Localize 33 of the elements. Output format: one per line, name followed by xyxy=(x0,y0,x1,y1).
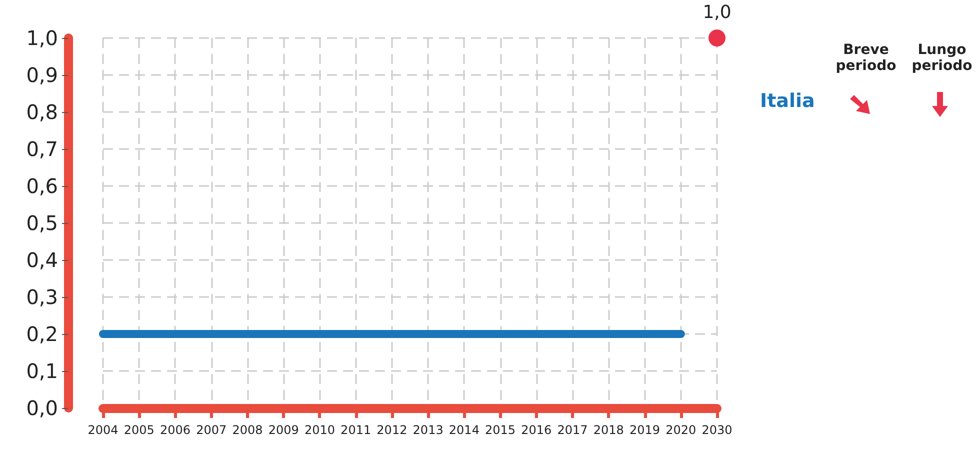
text: Lungo periodo xyxy=(910,42,974,74)
y-tick-label: 0,9 xyxy=(26,63,58,87)
data-label: 1,0 xyxy=(702,2,732,23)
x-tick-label: 2012 xyxy=(376,423,408,437)
y-tick-label: 0,0 xyxy=(26,396,58,420)
y-tick-label: 0,3 xyxy=(26,285,58,309)
y-tick-label: 0,1 xyxy=(26,359,58,383)
y-tick-label: 0,2 xyxy=(26,322,58,346)
x-tick-label: 2011 xyxy=(340,423,372,437)
x-tick-label: 2008 xyxy=(232,423,263,437)
text: Italia xyxy=(760,90,815,112)
x-tick-label: 2013 xyxy=(412,423,444,437)
x-tick-label: 2006 xyxy=(160,423,191,437)
x-tick-label: 2004 xyxy=(88,423,118,437)
x-tick-label: 2016 xyxy=(521,423,552,437)
x-tick-label: 2009 xyxy=(268,423,299,437)
y-tick-label: 0,8 xyxy=(26,100,58,124)
x-tick-label: 2018 xyxy=(593,423,624,437)
x-tick-label: 2005 xyxy=(124,423,154,437)
y-tick-label: 0,5 xyxy=(26,211,58,235)
y-tick-label: 0,4 xyxy=(26,248,58,272)
x-tick-label: 2017 xyxy=(557,423,588,437)
x-tick-label: 2010 xyxy=(304,423,335,437)
x-tick-label: 2030 xyxy=(702,423,732,437)
text: Breve periodo xyxy=(834,42,898,74)
y-tick-label: 0,7 xyxy=(26,137,58,161)
y-tick-label: 0,6 xyxy=(26,174,58,198)
x-tick-label: 2020 xyxy=(666,423,696,437)
x-tick-label: 2019 xyxy=(629,423,660,437)
y-tick-label: 1,0 xyxy=(26,26,58,50)
x-tick-label: 2007 xyxy=(196,423,227,437)
x-tick-label: 2014 xyxy=(448,423,480,437)
x-tick-label: 2015 xyxy=(485,423,516,437)
